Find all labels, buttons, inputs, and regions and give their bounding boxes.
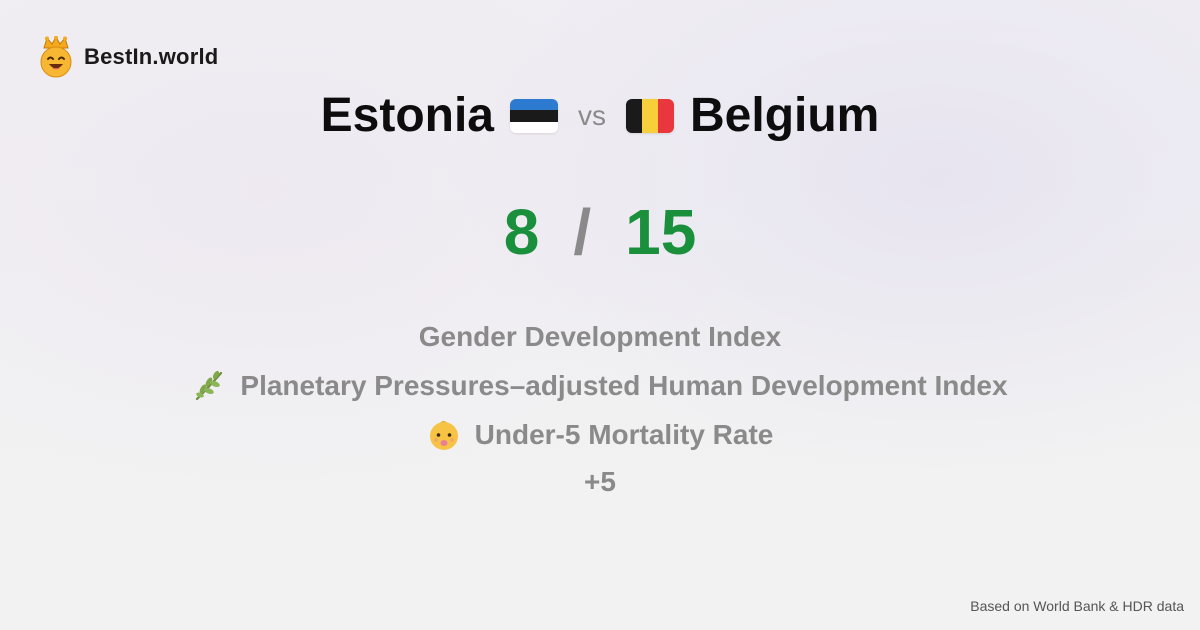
data-source-note: Based on World Bank & HDR data <box>970 598 1184 614</box>
herb-icon <box>196 370 223 400</box>
indicator-label: Under-5 Mortality Rate <box>474 418 774 450</box>
indicator-list: Gender Development Index Planetary Press… <box>0 312 1200 505</box>
left-score: 8 <box>503 196 540 268</box>
right-score: 15 <box>625 196 697 268</box>
crowned-smiley-icon <box>40 36 72 78</box>
estonia-flag-icon <box>510 99 558 133</box>
baby-icon <box>429 420 458 450</box>
indicator-item: Under-5 Mortality Rate <box>427 410 774 459</box>
left-country-name: Estonia <box>320 89 494 142</box>
comparison-title: Estonia vs Belgium <box>0 88 1200 144</box>
indicator-item: Gender Development Index <box>419 312 782 361</box>
score-separator: / <box>573 196 592 268</box>
vs-label: vs <box>578 100 606 131</box>
right-country-name: Belgium <box>690 89 880 142</box>
indicator-label: Planetary Pressures–adjusted Human Devel… <box>240 369 1008 401</box>
indicator-label: Gender Development Index <box>418 320 782 352</box>
more-indicators-count: +5 <box>584 466 616 497</box>
indicator-item: Planetary Pressures–adjusted Human Devel… <box>192 361 1008 410</box>
brand-name: BestIn.world <box>84 44 219 69</box>
brand-logo[interactable]: BestIn.world <box>38 36 218 78</box>
score-display: 8 / 15 <box>0 194 1200 270</box>
belgium-flag-icon <box>626 99 674 133</box>
